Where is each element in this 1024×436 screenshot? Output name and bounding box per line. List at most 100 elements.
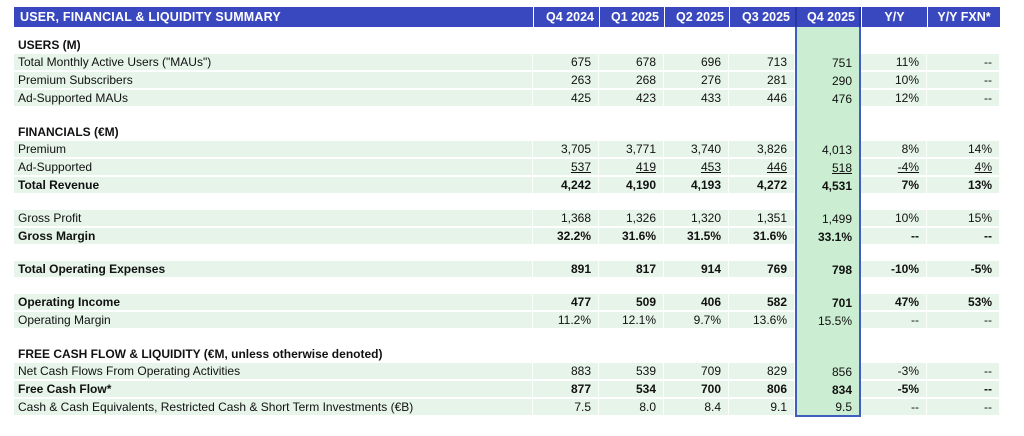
value-cell: 477: [533, 294, 599, 312]
value-cell: 406: [664, 294, 729, 312]
value-cell: 700: [664, 381, 729, 399]
highlight-cell: [795, 330, 861, 345]
value-cell: 446: [729, 159, 795, 177]
value-cell: [533, 27, 599, 36]
value-cell: [533, 345, 599, 363]
column-header-q4-2024: Q4 2024: [533, 7, 599, 27]
highlight-cell: 1,499: [795, 210, 861, 228]
row-label: [14, 330, 533, 345]
value-cell: 709: [664, 363, 729, 381]
row-label: Gross Margin: [14, 228, 533, 246]
value-cell: 13%: [927, 177, 1000, 195]
value-cell: [927, 108, 1000, 123]
value-cell: [664, 279, 729, 294]
highlight-cell: 476: [795, 90, 861, 108]
value-cell: 10%: [861, 72, 927, 90]
row-label: Premium: [14, 141, 533, 159]
value-cell: 32.2%: [533, 228, 599, 246]
value-cell: [729, 345, 795, 363]
row-label: Premium Subscribers: [14, 72, 533, 90]
value-cell: 806: [729, 381, 795, 399]
column-header-q3-2025: Q3 2025: [729, 7, 795, 27]
row-label: Ad-Supported: [14, 159, 533, 177]
value-cell: [729, 36, 795, 54]
value-cell: 7%: [861, 177, 927, 195]
value-cell: 53%: [927, 294, 1000, 312]
value-cell: [861, 345, 927, 363]
value-cell: 14%: [927, 141, 1000, 159]
row-label: [14, 27, 533, 36]
highlight-cell: 834: [795, 381, 861, 399]
value-cell: 12.1%: [599, 312, 664, 330]
value-cell: [664, 195, 729, 210]
value-cell: 11.2%: [533, 312, 599, 330]
value-cell: [664, 345, 729, 363]
value-cell: 7.5: [533, 399, 599, 417]
value-cell: 1,320: [664, 210, 729, 228]
value-cell: --: [927, 381, 1000, 399]
highlight-cell: 751: [795, 54, 861, 72]
row-label: [14, 195, 533, 210]
data-row: Net Cash Flows From Operating Activities…: [14, 363, 1000, 381]
value-cell: [729, 108, 795, 123]
highlight-cell: 4,531: [795, 177, 861, 195]
value-cell: -3%: [861, 363, 927, 381]
value-cell: 31.6%: [729, 228, 795, 246]
value-cell: [533, 279, 599, 294]
row-label: Free Cash Flow*: [14, 381, 533, 399]
data-row: Free Cash Flow* 877 534 700 806 834 -5% --: [14, 381, 1000, 399]
value-cell: [861, 279, 927, 294]
value-cell: --: [927, 54, 1000, 72]
value-cell: [664, 330, 729, 345]
value-cell: 1,368: [533, 210, 599, 228]
data-row: Total Operating Expenses 891 817 914 769 798-…: [14, 261, 1000, 279]
row-label: [14, 108, 533, 123]
value-cell: [664, 27, 729, 36]
value-cell: 883: [533, 363, 599, 381]
data-row: Total Revenue 4,242 4,190 4,193 4,272 4,531 7%…: [14, 177, 1000, 195]
value-cell: [861, 330, 927, 345]
highlight-cell: 15.5%: [795, 312, 861, 330]
highlight-cell: 798: [795, 261, 861, 279]
value-cell: [927, 36, 1000, 54]
value-cell: 891: [533, 261, 599, 279]
row-label: Gross Profit: [14, 210, 533, 228]
row-label: Total Operating Expenses: [14, 261, 533, 279]
value-cell: -5%: [861, 381, 927, 399]
value-cell: 9.1: [729, 399, 795, 417]
highlight-cell: 33.1%: [795, 228, 861, 246]
data-row: Premium Subscribers 263 268 276 281 290 10% --: [14, 72, 1000, 90]
value-cell: 12%: [861, 90, 927, 108]
value-cell: [861, 36, 927, 54]
value-cell: [927, 27, 1000, 36]
highlight-cell: 9.5: [795, 399, 861, 417]
value-cell: 4,272: [729, 177, 795, 195]
value-cell: [599, 27, 664, 36]
value-cell: 13.6%: [729, 312, 795, 330]
highlight-cell: 701: [795, 294, 861, 312]
value-cell: [664, 36, 729, 54]
value-cell: [599, 246, 664, 261]
value-cell: [729, 123, 795, 141]
spacer-row: [14, 246, 1000, 261]
row-label: [14, 246, 533, 261]
value-cell: [927, 246, 1000, 261]
highlight-cell: 856: [795, 363, 861, 381]
value-cell: [533, 108, 599, 123]
highlight-cell: 290: [795, 72, 861, 90]
value-cell: 446: [729, 90, 795, 108]
value-cell: 281: [729, 72, 795, 90]
value-cell: [533, 36, 599, 54]
value-cell: [927, 345, 1000, 363]
value-cell: [533, 246, 599, 261]
column-header-y-y-fxn-: Y/Y FXN*: [927, 7, 1000, 27]
row-label: Net Cash Flows From Operating Activities: [14, 363, 533, 381]
value-cell: 769: [729, 261, 795, 279]
value-cell: [599, 36, 664, 54]
section-row: FREE CASH FLOW & LIQUIDITY (€M, unless o…: [14, 345, 1000, 363]
value-cell: [599, 345, 664, 363]
column-header-q2-2025: Q2 2025: [664, 7, 729, 27]
value-cell: 3,826: [729, 141, 795, 159]
value-cell: 8.4: [664, 399, 729, 417]
highlight-cell: 4,013: [795, 141, 861, 159]
